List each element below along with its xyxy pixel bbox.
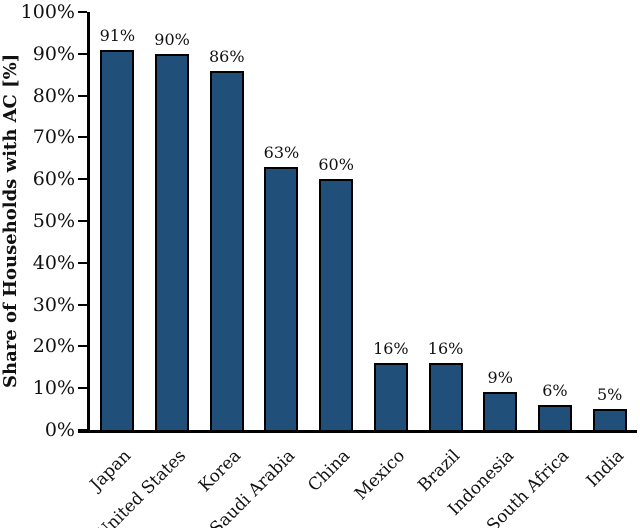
- bar-value-label: 16%: [373, 339, 409, 358]
- y-tick-label: 30%: [32, 293, 75, 316]
- bar-value-label: 60%: [318, 155, 354, 174]
- y-tick-label: 40%: [32, 251, 75, 274]
- bar: [100, 50, 135, 430]
- y-tick-mark: [78, 52, 87, 55]
- y-tick-mark: [78, 387, 87, 390]
- y-tick-mark: [78, 136, 87, 139]
- y-tick-label: 80%: [32, 84, 75, 107]
- bar-value-label: 16%: [427, 339, 464, 358]
- bar-value-label: 6%: [542, 381, 568, 400]
- bar-value-label: 63%: [263, 143, 300, 162]
- y-tick-label: 100%: [20, 1, 75, 23]
- y-tick-mark: [78, 94, 87, 97]
- y-tick-label: 50%: [32, 210, 75, 232]
- bar: [264, 167, 299, 430]
- y-tick-mark: [78, 220, 87, 222]
- x-axis-line: [78, 430, 637, 433]
- y-tick-label: 70%: [32, 126, 75, 149]
- bar-value-label: 9%: [487, 368, 513, 387]
- y-tick-label: 0%: [44, 419, 75, 441]
- y-tick-mark: [78, 429, 87, 431]
- bar: [155, 54, 190, 430]
- bar: [319, 179, 354, 430]
- bar-value-label: 86%: [208, 47, 245, 66]
- y-tick-label: 10%: [32, 377, 75, 400]
- bar: [428, 363, 463, 430]
- y-tick-mark: [78, 261, 87, 264]
- bar: [209, 71, 244, 430]
- y-tick-mark: [78, 303, 87, 306]
- y-tick-mark: [78, 345, 87, 348]
- y-tick-label: 20%: [32, 335, 75, 358]
- y-tick-mark: [78, 178, 87, 181]
- bar: [483, 392, 518, 430]
- bar-value-label: 91%: [99, 26, 136, 45]
- bar-value-label: 90%: [154, 30, 190, 49]
- y-axis-line: [87, 12, 90, 433]
- y-tick-mark: [78, 11, 87, 13]
- plot-area: 0% 10% 20% 30% 40% 50% 60% 70% 80% 90% 100% 91% Japa…: [21, 1, 637, 528]
- bar-value-label: 5%: [596, 385, 623, 404]
- y-tick-label: 90%: [32, 42, 75, 65]
- y-tick-label: 60%: [32, 168, 75, 191]
- bar: [592, 409, 627, 430]
- bar: [537, 405, 572, 430]
- bar: [373, 363, 408, 430]
